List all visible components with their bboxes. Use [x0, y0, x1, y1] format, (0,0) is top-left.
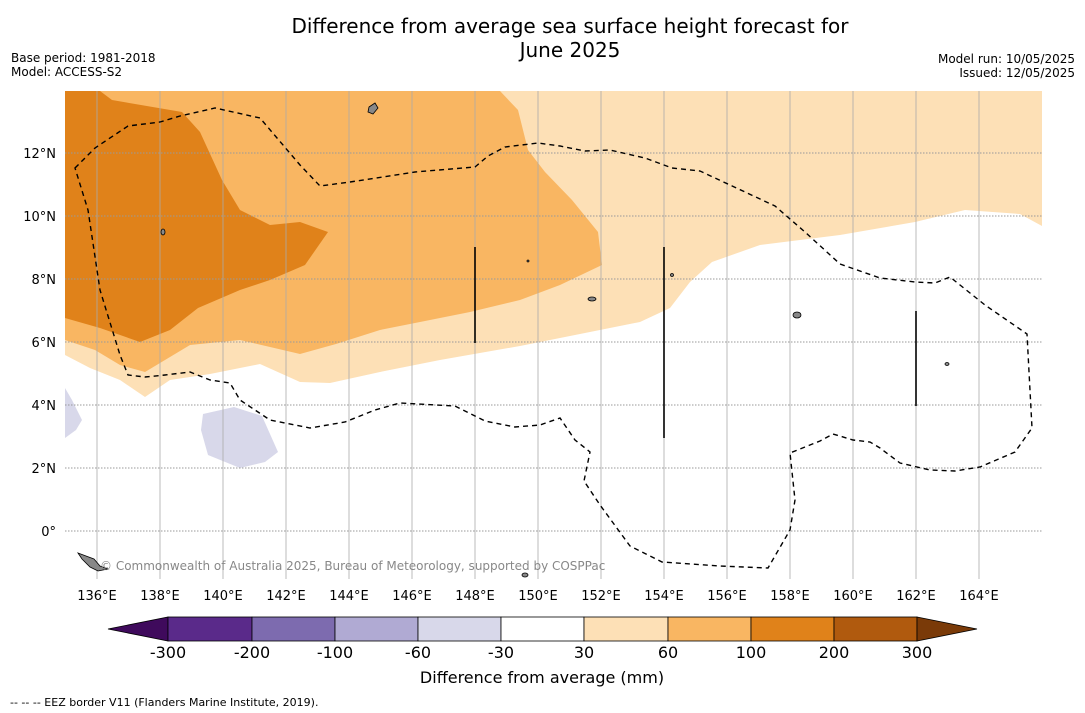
colorbar-tick: -200 — [234, 643, 270, 662]
lon-label: 146°E — [392, 589, 432, 604]
colorbar-tick: 100 — [736, 643, 767, 662]
colorbar-swatch — [833, 616, 918, 642]
footnote: -- -- -- EEZ border V11 (Flanders Marine… — [10, 696, 319, 709]
colorbar-tick: -100 — [317, 643, 353, 662]
colorbar-extend-high — [916, 616, 978, 642]
map-area — [65, 91, 1042, 579]
colorbar-swatch — [500, 616, 585, 642]
base-period: Base period: 1981-2018 — [11, 51, 156, 65]
colorbar-tick: 300 — [902, 643, 933, 662]
lat-label: 2°N — [32, 462, 57, 477]
colorbar — [107, 616, 978, 642]
colorbar-swatch — [667, 616, 752, 642]
lon-label: 136°E — [77, 589, 117, 604]
colorbar-tick: 60 — [658, 643, 678, 662]
lon-label: 150°E — [518, 589, 558, 604]
colorbar-swatch — [750, 616, 835, 642]
colorbar-swatch — [334, 616, 419, 642]
lon-label: 160°E — [833, 589, 873, 604]
map-title: Difference from average sea surface heig… — [0, 14, 1085, 62]
lon-label: 142°E — [266, 589, 306, 604]
lat-label: 6°N — [32, 336, 57, 351]
colorbar-ticks: -300 -200 -100 -60 -30 30 60 100 200 300 — [150, 643, 932, 662]
colorbar-swatch — [583, 616, 669, 642]
colorbar-label: Difference from average (mm) — [419, 668, 665, 687]
lat-label: 4°N — [32, 399, 57, 414]
lat-label: 0° — [41, 525, 56, 540]
issued-date: Issued: 12/05/2025 — [959, 66, 1075, 80]
lon-label: 158°E — [770, 589, 810, 604]
meta-left: Base period: 1981-2018 Model: ACCESS-S2 — [11, 51, 156, 79]
colorbar-extend-low — [107, 616, 169, 642]
lat-label: 8°N — [32, 273, 57, 288]
lon-label: 148°E — [455, 589, 495, 604]
copyright-text: © Commonwealth of Australia 2025, Bureau… — [100, 559, 605, 573]
colorbar-tick: -30 — [488, 643, 514, 662]
anomaly-region-100-200 — [65, 91, 328, 342]
islands — [76, 102, 950, 578]
colorbar-tick: 200 — [819, 643, 850, 662]
lon-label: 152°E — [581, 589, 621, 604]
colorbar-swatch — [167, 616, 253, 642]
model-name: Model: ACCESS-S2 — [11, 65, 123, 79]
lat-gridlines — [65, 152, 1042, 532]
lon-label: 156°E — [707, 589, 747, 604]
title-line-1: Difference from average sea surface heig… — [291, 14, 849, 38]
colorbar-tick: -60 — [405, 643, 431, 662]
lon-labels: 136°E 138°E 140°E 142°E 144°E 146°E 148°… — [77, 589, 999, 604]
colorbar-swatch — [251, 616, 336, 642]
lat-label: 10°N — [23, 210, 56, 225]
eez-segments — [474, 247, 917, 438]
lon-label: 154°E — [644, 589, 684, 604]
lat-label: 12°N — [23, 147, 56, 162]
anomaly-region-neg-30-60-a — [201, 407, 278, 468]
lon-label: 162°E — [896, 589, 936, 604]
eez-borders — [74, 107, 1033, 569]
meta-right: Model run: 10/05/2025 Issued: 12/05/2025 — [938, 52, 1075, 80]
lon-label: 138°E — [140, 589, 180, 604]
lat-labels: 12°N 10°N 8°N 6°N 4°N 2°N 0° — [23, 147, 56, 540]
lon-label: 140°E — [203, 589, 243, 604]
lon-label: 164°E — [959, 589, 999, 604]
anomaly-region-neg-30-60-b — [65, 388, 82, 438]
colorbar-tick: 30 — [574, 643, 594, 662]
colorbar-tick: -300 — [150, 643, 186, 662]
colorbar-swatch — [417, 616, 502, 642]
lon-label: 144°E — [329, 589, 369, 604]
model-run: Model run: 10/05/2025 — [937, 52, 1075, 66]
title-line-2: June 2025 — [519, 38, 621, 62]
